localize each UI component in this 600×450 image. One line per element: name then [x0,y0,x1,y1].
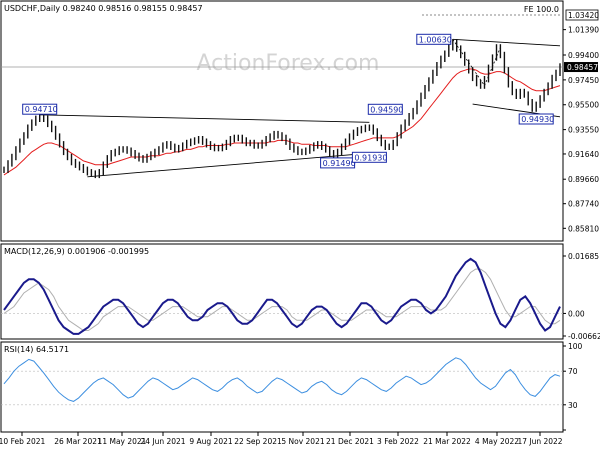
annotation-label: 0.91930 [354,153,387,162]
macd-layer [1,257,563,335]
price-panel-frame [0,0,564,242]
channel-upper-trendline [452,38,561,47]
price-annotation: 0.94930 [518,113,554,125]
price-annotation: 0.94590 [367,103,403,115]
x-tick-label: 4 May 2022 [475,437,519,446]
x-tick-label: 21 Dec 2021 [326,437,374,446]
last-price-box [564,62,598,73]
price-ytick-label: 0.93550 [568,126,599,135]
price-annotation: 1.00630 [416,33,452,45]
price-annotation: 0.94710 [22,103,58,115]
triangle-lower-trendline [87,152,370,178]
annotation-label: 0.94930 [521,115,554,124]
price-ytick-label: 0.87740 [568,200,599,209]
macd-ytick-label: 0.01685 [568,252,599,261]
price-ytick-label: 0.99400 [568,51,599,60]
rsi-ytick-label: 30 [568,401,578,410]
rsi-layer [1,357,563,406]
x-tick-label: 5 Nov 2021 [281,437,324,446]
macd-signal-line [3,268,561,331]
macd-panel-title: MACD(12,26,9) 0.001906 -0.001995 [4,247,149,256]
price-panel-title: USDCHF,Daily 0.98240 0.98516 0.98155 0.9… [4,4,203,13]
rsi-panel-title: RSI(14) 64.5171 [4,345,69,354]
x-tick-label: 3 Feb 2022 [377,437,419,446]
x-tick-label: 17 Jun 2022 [517,437,562,446]
annotation-box [416,33,452,45]
x-tick-label: 11 May 2021 [98,437,147,446]
annotation-box [22,103,58,115]
macd-line [3,257,561,335]
price-ytick-label: 1.01390 [568,26,599,35]
rsi-panel-frame [0,341,564,433]
macd-ytick-label: 0.00 [568,309,585,318]
annotation-label: 0.91490 [323,159,356,168]
x-tick-label: 22 Sep 2021 [234,437,282,446]
triangle-upper-trendline [39,114,370,123]
axis-layer: 1.01390 0.99400 0.97450 0.95500 0.93550 0.916… [0,26,600,446]
rsi-ytick-label: 70 [568,367,578,376]
rsi-line [3,357,561,402]
annotation-box [518,113,554,125]
price-ytick-label: 0.97450 [568,76,599,85]
macd-ytick-label: -0.00662 [568,332,600,341]
price-ytick-label: 0.95500 [568,101,599,110]
price-ytick-label: 0.91640 [568,150,599,159]
macd-panel-frame [0,243,564,340]
watermark: ActionForex.com [197,51,380,76]
annotation-box [367,103,403,115]
fe-value-label: 1.03420 [568,11,599,20]
annotation-box [351,151,387,163]
price-annotation: 0.91490 [320,157,356,169]
price-annotation: 0.91930 [351,151,387,163]
x-tick-label: 10 Feb 2021 [0,437,46,446]
x-tick-label: 26 Mar 2021 [54,437,102,446]
annotation-label: 0.94590 [370,105,403,114]
annotation-label: 0.94710 [25,105,58,114]
last-price-label: 0.98457 [567,63,598,72]
annotation-label: 1.00630 [419,35,452,44]
price-ytick-label: 0.89660 [568,175,599,184]
x-tick-label: 21 Mar 2022 [423,437,471,446]
fe-value-box [565,9,599,21]
rsi-ytick-label: 100 [568,342,583,351]
fe-label: FE 100.0 [524,5,559,14]
x-tick-label: 9 Aug 2021 [189,437,232,446]
annotation-box [320,157,356,169]
price-ytick-label: 0.85810 [568,224,599,233]
x-tick-label: 24 Jun 2021 [140,437,185,446]
